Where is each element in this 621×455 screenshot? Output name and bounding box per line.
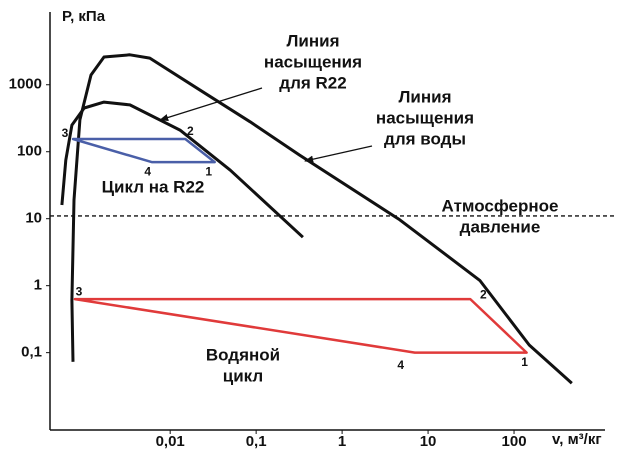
y-tick-label: 1000	[9, 76, 42, 93]
annotation: для R22	[279, 73, 346, 92]
annotation-arrow	[159, 87, 263, 122]
annotation: насыщения	[264, 52, 362, 71]
annotation: Водяной	[206, 345, 280, 364]
annotation: Атмосферное	[442, 196, 559, 215]
saturation-curve	[70, 53, 573, 385]
point-label: 4	[397, 358, 404, 372]
point-label: 1	[205, 164, 212, 178]
annotation: Линия	[286, 31, 339, 50]
x-tick-label: 0,01	[156, 433, 185, 450]
y-tick-label: 10	[25, 210, 42, 227]
saturation-curve	[60, 100, 304, 239]
x-axis-label: v, м³/кг	[552, 431, 602, 448]
point-label: 4	[144, 164, 151, 178]
cycle-line	[71, 137, 216, 164]
annotation-arrow	[304, 145, 373, 163]
y-axis-label: P, кПа	[62, 8, 106, 25]
annotation: давление	[460, 217, 541, 236]
annotation: насыщения	[376, 108, 474, 127]
point-label: 1	[521, 355, 528, 369]
point-label: 2	[480, 287, 487, 301]
annotation: Цикл на R22	[102, 177, 205, 196]
annotation: для воды	[384, 129, 466, 148]
y-tick-label: 100	[17, 143, 42, 160]
x-tick-label: 1	[338, 433, 346, 450]
x-tick-label: 10	[420, 433, 437, 450]
point-label: 2	[187, 124, 194, 138]
y-tick-label: 1	[34, 277, 42, 294]
annotation: Линия	[398, 87, 451, 106]
cycle-line	[73, 297, 528, 354]
y-tick-label: 0,1	[21, 344, 42, 361]
point-label: 3	[76, 284, 83, 298]
point-label: 3	[62, 126, 69, 140]
x-tick-label: 0,1	[246, 433, 267, 450]
annotation: цикл	[223, 366, 263, 385]
x-tick-label: 100	[502, 433, 527, 450]
